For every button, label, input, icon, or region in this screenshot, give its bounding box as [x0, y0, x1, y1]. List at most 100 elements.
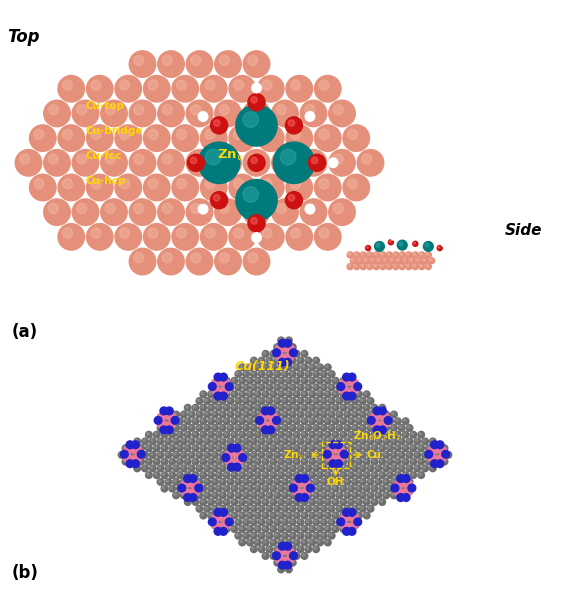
- Circle shape: [319, 178, 329, 189]
- Circle shape: [262, 539, 269, 546]
- Circle shape: [340, 514, 348, 522]
- Circle shape: [402, 458, 409, 465]
- Circle shape: [430, 465, 436, 472]
- Circle shape: [291, 358, 293, 361]
- Circle shape: [215, 418, 222, 425]
- Circle shape: [352, 411, 359, 418]
- Circle shape: [264, 422, 272, 430]
- Circle shape: [286, 526, 292, 532]
- Circle shape: [263, 487, 266, 489]
- Circle shape: [286, 350, 292, 357]
- Circle shape: [232, 419, 235, 421]
- Circle shape: [356, 391, 362, 397]
- Circle shape: [383, 411, 389, 418]
- Circle shape: [286, 75, 312, 102]
- Circle shape: [201, 406, 203, 408]
- Circle shape: [341, 379, 344, 381]
- Circle shape: [196, 505, 203, 512]
- Circle shape: [419, 446, 421, 449]
- Circle shape: [200, 418, 206, 425]
- Circle shape: [232, 406, 235, 408]
- Circle shape: [313, 357, 319, 364]
- Circle shape: [357, 392, 359, 394]
- Circle shape: [297, 452, 304, 458]
- Circle shape: [340, 472, 347, 478]
- Circle shape: [281, 557, 289, 565]
- Circle shape: [356, 512, 362, 519]
- Circle shape: [291, 547, 293, 549]
- Circle shape: [247, 458, 253, 465]
- Circle shape: [229, 75, 255, 102]
- Circle shape: [221, 426, 223, 428]
- Circle shape: [182, 493, 184, 496]
- Circle shape: [400, 466, 402, 469]
- Circle shape: [324, 431, 331, 438]
- Circle shape: [438, 247, 440, 248]
- Circle shape: [217, 432, 219, 435]
- Circle shape: [329, 460, 337, 467]
- Circle shape: [329, 493, 332, 496]
- Circle shape: [345, 426, 348, 428]
- Circle shape: [208, 458, 214, 465]
- Circle shape: [276, 105, 286, 115]
- Circle shape: [262, 391, 269, 397]
- Circle shape: [208, 405, 214, 411]
- Circle shape: [325, 487, 328, 489]
- Circle shape: [162, 203, 172, 213]
- Circle shape: [301, 405, 308, 411]
- Circle shape: [166, 439, 169, 442]
- Circle shape: [200, 499, 206, 505]
- Circle shape: [392, 466, 394, 469]
- Circle shape: [211, 425, 218, 431]
- Circle shape: [236, 479, 239, 482]
- Circle shape: [364, 418, 370, 425]
- Circle shape: [213, 439, 215, 442]
- Circle shape: [259, 479, 262, 482]
- Circle shape: [302, 527, 305, 529]
- Circle shape: [259, 420, 267, 428]
- Circle shape: [380, 252, 386, 258]
- Circle shape: [248, 365, 250, 368]
- Circle shape: [278, 358, 286, 366]
- Circle shape: [247, 418, 253, 425]
- Circle shape: [430, 460, 438, 467]
- Circle shape: [189, 479, 192, 482]
- Circle shape: [321, 372, 324, 374]
- Circle shape: [305, 452, 312, 458]
- Circle shape: [400, 479, 408, 487]
- Circle shape: [388, 446, 390, 449]
- Circle shape: [287, 352, 289, 354]
- Circle shape: [266, 532, 273, 539]
- Circle shape: [283, 466, 286, 469]
- Circle shape: [305, 398, 312, 404]
- Circle shape: [259, 385, 262, 388]
- Circle shape: [178, 487, 180, 489]
- Circle shape: [381, 413, 389, 421]
- Circle shape: [248, 527, 250, 529]
- Circle shape: [239, 472, 246, 478]
- Circle shape: [173, 411, 180, 418]
- Circle shape: [215, 51, 241, 77]
- Circle shape: [321, 453, 324, 455]
- Circle shape: [332, 485, 339, 492]
- Circle shape: [308, 154, 325, 171]
- Circle shape: [196, 438, 203, 445]
- Circle shape: [101, 150, 127, 176]
- Circle shape: [337, 466, 340, 469]
- Circle shape: [390, 259, 393, 261]
- Circle shape: [325, 419, 328, 421]
- Circle shape: [318, 540, 320, 543]
- Circle shape: [279, 500, 282, 502]
- Circle shape: [379, 485, 385, 492]
- Circle shape: [227, 452, 234, 458]
- Circle shape: [373, 264, 379, 270]
- Circle shape: [341, 392, 344, 394]
- Circle shape: [364, 512, 370, 519]
- Circle shape: [368, 493, 371, 496]
- Circle shape: [325, 459, 328, 462]
- Circle shape: [287, 473, 289, 475]
- Circle shape: [371, 499, 378, 505]
- Circle shape: [270, 405, 276, 411]
- Circle shape: [397, 494, 405, 502]
- Circle shape: [310, 459, 312, 462]
